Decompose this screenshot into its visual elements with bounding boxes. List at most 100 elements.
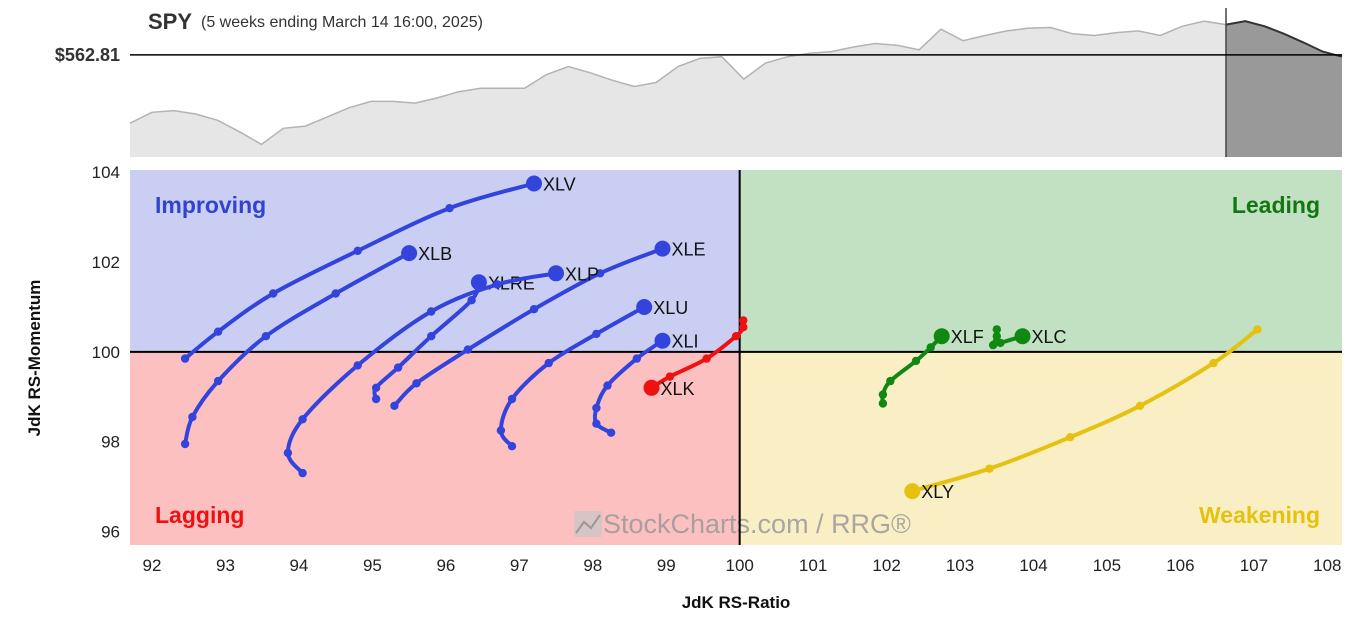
- series-xly: XLY: [904, 325, 1262, 502]
- series-xlu-label: XLU: [653, 298, 688, 318]
- y-tick-label: 96: [101, 523, 120, 542]
- series-xlk-head-point[interactable]: [643, 379, 660, 396]
- series-xli-point[interactable]: [603, 381, 612, 390]
- series-xlu-head-point[interactable]: [636, 299, 653, 315]
- x-tick-label: 98: [583, 556, 602, 575]
- series-xlf-point[interactable]: [886, 376, 895, 386]
- y-tick-label: 104: [92, 163, 120, 182]
- quadrant-label-weakening: Weakening: [1199, 502, 1320, 528]
- series-xle-point[interactable]: [529, 305, 539, 314]
- series-xlf-point[interactable]: [926, 343, 935, 352]
- series-xlc-point[interactable]: [992, 332, 1001, 341]
- series-xle-head-point[interactable]: [654, 240, 671, 257]
- series-xlf: XLF: [878, 327, 984, 408]
- series-xlu-point[interactable]: [592, 329, 601, 339]
- series-xlk-point[interactable]: [739, 323, 748, 332]
- x-tick-label: 96: [436, 556, 455, 575]
- series-xlp-point[interactable]: [493, 280, 502, 289]
- quadrant-labels: Improving Leading Lagging Weakening: [155, 192, 1320, 528]
- watermark: StockCharts.com / RRG®: [574, 509, 911, 539]
- x-tick-label: 97: [510, 556, 529, 575]
- y-tick-label: 100: [92, 343, 120, 362]
- series-xlv-point[interactable]: [353, 246, 362, 255]
- series-xli-head-point[interactable]: [654, 332, 671, 349]
- x-tick-label: 107: [1240, 556, 1268, 575]
- series-xlb-point[interactable]: [261, 332, 271, 341]
- series-xli-point[interactable]: [606, 428, 616, 437]
- series-xlp: XLP: [283, 264, 599, 478]
- series-xlv-point[interactable]: [269, 289, 278, 298]
- reference-price-label: $562.81: [55, 45, 120, 65]
- series-xlf-point[interactable]: [878, 390, 888, 399]
- series-xlv-head-point[interactable]: [526, 175, 542, 192]
- series-xlv-point[interactable]: [180, 354, 190, 363]
- series-xlu-point[interactable]: [496, 426, 506, 435]
- series-xlv-point[interactable]: [213, 327, 223, 336]
- series-xly-head-point[interactable]: [904, 483, 921, 500]
- series-xlf-head-point[interactable]: [933, 328, 950, 345]
- series-xlu-point[interactable]: [507, 442, 517, 451]
- series-xlk-label: XLK: [661, 379, 695, 399]
- x-tick-label: 92: [143, 556, 162, 575]
- quadrant-backgrounds: [130, 170, 1342, 545]
- series-xlf-point[interactable]: [911, 356, 921, 366]
- series-xlu-point[interactable]: [507, 394, 517, 404]
- series-xlre-point[interactable]: [393, 363, 403, 372]
- series-xlf-point[interactable]: [878, 399, 888, 408]
- series-xlc-label: XLC: [1032, 327, 1067, 347]
- series-xlk-point[interactable]: [702, 354, 711, 363]
- series-xle-point[interactable]: [463, 345, 473, 354]
- series-xle-point[interactable]: [390, 401, 399, 410]
- series-xlb-point[interactable]: [188, 412, 197, 422]
- series-xlb-point[interactable]: [180, 439, 190, 449]
- series-xlu-point[interactable]: [544, 358, 553, 368]
- series-xly-point[interactable]: [985, 464, 994, 473]
- series-xlk-point[interactable]: [731, 332, 741, 341]
- series-xlc-head-point[interactable]: [1014, 328, 1031, 345]
- series-xly-point[interactable]: [1135, 401, 1145, 410]
- series-xlp-point[interactable]: [298, 468, 307, 478]
- series-xlp-point[interactable]: [283, 448, 293, 458]
- series-xlc-point[interactable]: [988, 340, 998, 350]
- series-xlv: XLV: [180, 175, 576, 363]
- y-tick-labels: 96 98 100 102 104: [92, 163, 120, 541]
- series-xli-point[interactable]: [632, 354, 641, 363]
- series-xlp-head-point[interactable]: [548, 265, 564, 282]
- x-tick-label: 106: [1166, 556, 1194, 575]
- series-xlk-point[interactable]: [739, 316, 748, 325]
- series-xli-point[interactable]: [592, 403, 601, 413]
- series-xlp-point[interactable]: [298, 415, 307, 424]
- series-xlv-point[interactable]: [445, 204, 454, 213]
- series-xlb-label: XLB: [418, 244, 452, 264]
- series-xlre-point[interactable]: [467, 296, 476, 305]
- series-xle: XLE: [390, 240, 706, 410]
- series-xli-label: XLI: [672, 332, 699, 352]
- series-xlre-point[interactable]: [427, 332, 436, 341]
- series-xle-point[interactable]: [412, 379, 421, 388]
- price-panel-title: SPY: [148, 9, 192, 34]
- series-xlb-head-point[interactable]: [401, 245, 418, 262]
- series-xlp-point[interactable]: [353, 361, 362, 370]
- x-tick-label: 100: [726, 556, 754, 575]
- series-xlb: XLB: [180, 244, 452, 449]
- series-xlre-head-point[interactable]: [470, 274, 487, 291]
- series-xlre-point[interactable]: [371, 394, 381, 404]
- series-xly-label: XLY: [921, 482, 954, 502]
- series-xly-point[interactable]: [1066, 433, 1075, 442]
- series-xly-point[interactable]: [1253, 325, 1262, 334]
- series-xle-point[interactable]: [595, 269, 605, 278]
- series-xlp-label: XLP: [565, 264, 599, 284]
- series-xlk-point[interactable]: [665, 372, 675, 381]
- series-xlc-point[interactable]: [996, 338, 1005, 348]
- series-xly-point[interactable]: [1209, 358, 1218, 368]
- x-tick-label: 102: [872, 556, 900, 575]
- series-xlc-point[interactable]: [992, 325, 1001, 334]
- series-xlre-point[interactable]: [371, 383, 381, 392]
- series-xli-point[interactable]: [592, 419, 601, 428]
- series-xlb-point[interactable]: [331, 289, 340, 298]
- series-xlp-point[interactable]: [427, 307, 436, 316]
- forecast-line: [1225, 20, 1343, 58]
- series-xlb-point[interactable]: [213, 376, 223, 386]
- series-xle-label: XLE: [672, 240, 706, 260]
- quadrant-label-improving: Improving: [155, 192, 266, 218]
